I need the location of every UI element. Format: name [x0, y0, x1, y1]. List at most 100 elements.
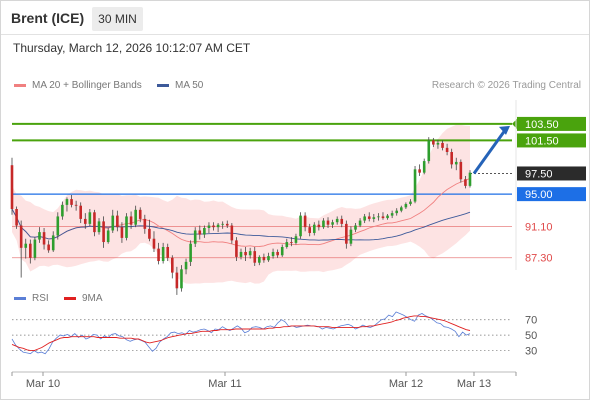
- ma50-line: [11, 208, 471, 241]
- candle: [468, 172, 472, 186]
- candle: [363, 216, 366, 221]
- candle: [33, 239, 37, 258]
- candle: [65, 199, 69, 205]
- candle: [450, 152, 453, 165]
- level-label-95-00: 95.00: [525, 189, 553, 201]
- candle: [464, 179, 467, 186]
- candle: [436, 142, 440, 145]
- candle: [445, 147, 449, 152]
- legend-9ma: 9MA: [64, 293, 103, 304]
- rsi-line: [11, 311, 471, 355]
- candle: [230, 225, 234, 241]
- candle: [138, 209, 142, 219]
- rsi-tick-50: 50: [525, 330, 537, 342]
- candle: [198, 230, 202, 235]
- timeframe-badge[interactable]: 30 MIN: [92, 7, 143, 31]
- candle: [317, 224, 321, 228]
- candle: [312, 224, 316, 233]
- level-label-103-50: 103.50: [525, 119, 559, 131]
- level-label-95-00-bg: [517, 187, 586, 202]
- candle: [93, 212, 96, 233]
- header-divider: [1, 34, 589, 35]
- candle: [189, 243, 192, 262]
- candle: [308, 227, 311, 233]
- candle: [106, 230, 110, 243]
- candle: [258, 256, 261, 263]
- candle: [74, 204, 78, 206]
- candle: [377, 216, 380, 218]
- candle: [51, 235, 55, 251]
- legend-ma50: MA 50: [157, 80, 203, 91]
- legend-ma50-label: MA 50: [175, 80, 204, 91]
- candle: [56, 216, 60, 236]
- candle: [129, 216, 133, 225]
- candle: [299, 215, 302, 237]
- candle: [134, 209, 137, 225]
- candle: [280, 247, 284, 256]
- forecast-arrow-head-icon: [499, 125, 510, 135]
- rsi-ma9-line: [11, 315, 471, 352]
- candle: [10, 165, 14, 209]
- forecast-arrow-line: [472, 128, 508, 175]
- legend-rsi: RSI: [14, 293, 49, 304]
- ma20-swatch-icon: [14, 83, 26, 87]
- candle: [432, 140, 435, 145]
- candle: [171, 257, 174, 273]
- candle: [207, 225, 211, 228]
- candle: [454, 161, 458, 165]
- candle: [125, 216, 128, 238]
- candle: [345, 223, 348, 244]
- candle: [303, 215, 307, 228]
- candle: [15, 209, 18, 226]
- copyright: Research © 2026 Trading Central: [431, 80, 581, 91]
- candle: [24, 243, 28, 248]
- candle: [120, 227, 124, 238]
- candle: [244, 251, 247, 256]
- candle: [116, 215, 119, 228]
- candle: [294, 236, 298, 243]
- candle: [335, 218, 339, 223]
- candle: [111, 215, 115, 231]
- candle: [326, 220, 330, 225]
- candle: [340, 218, 344, 224]
- rsi-swatch-icon: [14, 296, 26, 300]
- candle: [79, 205, 82, 219]
- candle: [418, 169, 421, 173]
- candle: [143, 218, 147, 229]
- level-label-87-30: 87.30: [525, 253, 553, 265]
- candle: [38, 232, 41, 240]
- candle: [216, 224, 220, 228]
- candle: [152, 238, 156, 249]
- rsi-tick-30: 30: [525, 346, 537, 358]
- candle: [459, 161, 463, 180]
- ma50-swatch-icon: [157, 83, 169, 87]
- candle: [349, 229, 353, 244]
- level-label-103-50-bg: [517, 116, 586, 131]
- instrument-title: Brent (ICE): [11, 10, 85, 26]
- candle: [203, 228, 206, 235]
- candle: [372, 217, 376, 219]
- candle: [276, 251, 279, 256]
- candle: [225, 223, 229, 226]
- candle: [267, 256, 270, 261]
- candle: [166, 247, 170, 258]
- candle: [367, 216, 371, 219]
- candle: [381, 216, 385, 219]
- x-tick-label: Mar 13: [457, 378, 491, 390]
- candle: [390, 213, 394, 216]
- candle: [180, 269, 183, 289]
- candle: [175, 272, 179, 289]
- candle: [221, 223, 224, 225]
- candle: [97, 221, 101, 233]
- candle: [422, 161, 426, 173]
- candle: [290, 242, 293, 243]
- candle: [29, 243, 32, 258]
- legend-ma20-label: MA 20 + Bollinger Bands: [32, 80, 142, 91]
- candle: [161, 247, 165, 262]
- bollinger-band: [12, 124, 470, 284]
- candle: [184, 261, 188, 270]
- candle: [42, 232, 46, 245]
- candle: [70, 199, 73, 205]
- candle: [404, 204, 408, 208]
- level-label-101-50: 101.50: [525, 135, 559, 147]
